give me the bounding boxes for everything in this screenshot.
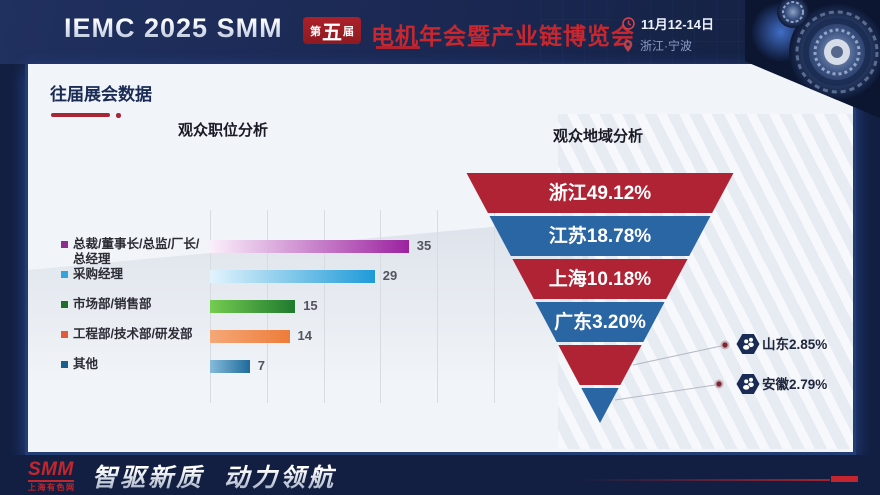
event-location: 浙江·宁波 bbox=[640, 39, 692, 53]
footer-red-line-end bbox=[831, 476, 858, 482]
callout-line-安徽 bbox=[614, 384, 716, 401]
bar-segment bbox=[210, 360, 250, 373]
bar-category-label: 采购经理 bbox=[61, 267, 211, 282]
section-title-dot bbox=[116, 113, 121, 118]
footer-banner: SMM 上海有色网 智驱新质 动力领航 bbox=[0, 455, 880, 495]
badge-number: 五 bbox=[322, 22, 342, 44]
bar-segment bbox=[210, 330, 290, 343]
bar-category-label: 其他 bbox=[61, 357, 211, 372]
smm-logo-text: SMM bbox=[28, 459, 74, 482]
bar-category-text: 工程部/技术部/研发部 bbox=[73, 327, 193, 341]
bar-value-label: 29 bbox=[382, 268, 398, 283]
funnel-label-江苏: 江苏18.78% bbox=[549, 224, 652, 247]
bar-category-label: 工程部/技术部/研发部 bbox=[61, 327, 211, 342]
data-card: 往届展会数据 观众职位分析 观众地域分析 总裁/董事长/总监/厂长/总经理 采购经… bbox=[25, 64, 856, 455]
callout-line-山东 bbox=[632, 345, 722, 366]
funnel-segment-江苏 bbox=[489, 216, 711, 256]
people-icon bbox=[743, 378, 749, 385]
funnel-segment-上海 bbox=[512, 259, 688, 299]
legend-bullet bbox=[61, 361, 68, 368]
funnel-label-广东: 广东3.20% bbox=[554, 310, 646, 333]
gridline bbox=[380, 210, 382, 403]
legend-bullet bbox=[61, 271, 68, 278]
gridline bbox=[437, 210, 439, 403]
hexagon-badge-安徽 bbox=[736, 374, 760, 394]
slogan-left: 智驱新质 bbox=[92, 464, 205, 492]
bar-chart-labels: 总裁/董事长/总监/厂长/总经理 采购经理市场部/销售部工程部/技术部/研发部 其他 bbox=[61, 210, 211, 403]
legend-bullet bbox=[61, 331, 68, 338]
slogan-right: 动力领航 bbox=[224, 464, 337, 492]
event-location-row: 浙江·宁波 bbox=[622, 37, 692, 54]
people-icon bbox=[749, 377, 753, 382]
legend-bullet bbox=[61, 301, 68, 308]
funnel-segment-浙江 bbox=[466, 173, 734, 213]
smm-logo: SMM 上海有色网 bbox=[28, 460, 76, 492]
bar-chart-title: 观众职位分析 bbox=[177, 122, 268, 139]
bar-category-text: 其他 bbox=[73, 357, 99, 371]
funnel-label-上海: 上海10.18% bbox=[549, 267, 652, 290]
people-icon bbox=[742, 384, 751, 391]
bar-value-label: 7 bbox=[257, 358, 265, 373]
location-pin-icon bbox=[623, 39, 633, 52]
title-underline-decoration bbox=[376, 46, 420, 49]
region-funnel-chart: 浙江49.12% 江苏18.78% 上海10.18% 广东3.20% 山东2.85% 安徽… bbox=[466, 173, 827, 423]
legend-bullet bbox=[61, 241, 68, 248]
bar-category-label: 总裁/董事长/总监/厂长/总经理 bbox=[61, 237, 211, 267]
event-title: 电机年会暨产业链博览会 bbox=[371, 23, 635, 49]
callout-dot bbox=[722, 342, 728, 348]
bar-value-label: 15 bbox=[303, 298, 318, 313]
funnel-segment-安徽 bbox=[581, 388, 619, 423]
badge-suffix: 届 bbox=[343, 25, 354, 38]
funnel-chart-title: 观众地域分析 bbox=[552, 128, 643, 145]
clock-icon bbox=[622, 17, 635, 30]
bar-category-text: 采购经理 bbox=[73, 267, 124, 281]
bar-category-label: 市场部/销售部 bbox=[61, 297, 211, 312]
bar-segment bbox=[210, 240, 409, 253]
funnel-segment-山东 bbox=[558, 345, 642, 385]
brand-title: IEMC 2025 SMM bbox=[64, 13, 283, 43]
bar-segment bbox=[210, 300, 296, 313]
smm-logo-subtitle: 上海有色网 bbox=[28, 483, 76, 492]
footer-red-line bbox=[578, 479, 830, 481]
people-icon bbox=[749, 337, 753, 342]
funnel-label-浙江: 浙江49.12% bbox=[549, 181, 652, 204]
callout-dot bbox=[716, 381, 722, 387]
people-icon bbox=[743, 338, 749, 345]
callout-label-山东: 山东2.85% bbox=[762, 336, 827, 352]
badge-prefix: 第 bbox=[310, 25, 321, 38]
bar-segment bbox=[210, 270, 375, 283]
bar-value-label: 35 bbox=[416, 238, 432, 253]
hexagon-badge-山东 bbox=[736, 334, 760, 354]
bar-category-text: 总裁/董事长/总监/厂长/总经理 bbox=[73, 237, 200, 266]
gridline bbox=[323, 210, 325, 403]
bar-value-label: 14 bbox=[297, 328, 312, 343]
section-title-underline bbox=[51, 113, 110, 117]
bar-category-text: 市场部/销售部 bbox=[73, 297, 152, 311]
section-title: 往届展会数据 bbox=[50, 85, 152, 104]
bar-chart-plot: 35 29 15 14 7 bbox=[210, 210, 496, 403]
gridline bbox=[494, 210, 495, 403]
event-date-row: 11月12-14日 bbox=[622, 14, 714, 33]
funnel-segment-广东 bbox=[535, 302, 665, 342]
edition-badge: 第 五 届 bbox=[303, 17, 361, 44]
people-icon bbox=[742, 344, 751, 351]
footer-slogan: 智驱新质 动力领航 bbox=[92, 458, 336, 494]
callout-label-安徽: 安徽2.79% bbox=[762, 376, 827, 392]
event-date: 11月12-14日 bbox=[641, 17, 714, 32]
